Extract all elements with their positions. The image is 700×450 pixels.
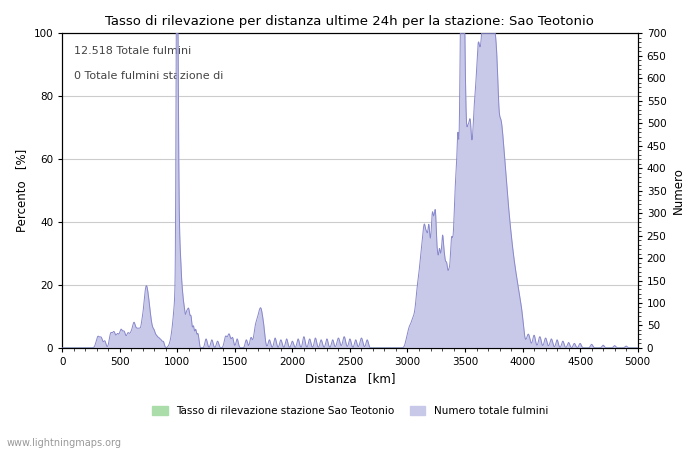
Text: www.lightningmaps.org: www.lightningmaps.org — [7, 438, 122, 448]
Title: Tasso di rilevazione per distanza ultime 24h per la stazione: Sao Teotonio: Tasso di rilevazione per distanza ultime… — [106, 15, 594, 28]
Y-axis label: Percento   [%]: Percento [%] — [15, 149, 28, 232]
Y-axis label: Numero: Numero — [672, 167, 685, 214]
Text: 12.518 Totale fulmini: 12.518 Totale fulmini — [74, 46, 191, 56]
X-axis label: Distanza   [km]: Distanza [km] — [304, 373, 395, 386]
Text: 0 Totale fulmini stazione di: 0 Totale fulmini stazione di — [74, 71, 223, 81]
Legend: Tasso di rilevazione stazione Sao Teotonio, Numero totale fulmini: Tasso di rilevazione stazione Sao Teoton… — [148, 401, 552, 420]
